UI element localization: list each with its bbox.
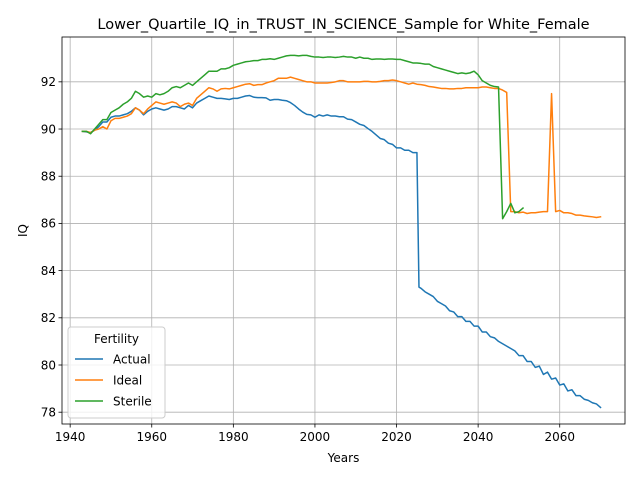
series-lines [81, 54, 602, 409]
x-tick-label: 1960 [136, 430, 167, 444]
chart-title: Lower_Quartile_IQ_in_TRUST_IN_SCIENCE_Sa… [97, 17, 589, 33]
y-tick-label: 86 [41, 217, 56, 231]
legend: Fertility Actual Ideal Sterile [67, 326, 166, 419]
x-tick-label: 1940 [55, 430, 86, 444]
legend-title: Fertility [94, 332, 139, 346]
series-line-actual [81, 94, 602, 409]
legend-label-actual: Actual [113, 352, 151, 366]
y-tick-label: 92 [41, 75, 56, 89]
plot-frame [61, 36, 626, 425]
axis-ticks: 1940 1960 1980 2000 2020 2040 2060 78 80 82 84 86 88… [41, 75, 575, 444]
legend-box [67, 326, 166, 419]
x-tick-label: 2060 [544, 430, 575, 444]
y-tick-label: 78 [41, 406, 56, 420]
x-tick-label: 2020 [381, 430, 412, 444]
legend-entries: Actual Ideal Sterile [75, 352, 152, 408]
y-tick-label: 88 [41, 170, 56, 184]
y-tick-label: 84 [41, 264, 56, 278]
y-axis-label: IQ [16, 224, 30, 237]
y-tick-label: 82 [41, 311, 56, 325]
y-tick-label: 80 [41, 358, 56, 372]
legend-label-ideal: Ideal [113, 373, 142, 387]
y-tick-label: 90 [41, 122, 56, 136]
x-axis-label: Years [327, 451, 360, 465]
legend-label-sterile: Sterile [113, 394, 152, 408]
x-tick-label: 1980 [218, 430, 249, 444]
series-line-sterile [81, 54, 525, 220]
x-tick-label: 2000 [300, 430, 331, 444]
x-tick-label: 2040 [463, 430, 494, 444]
